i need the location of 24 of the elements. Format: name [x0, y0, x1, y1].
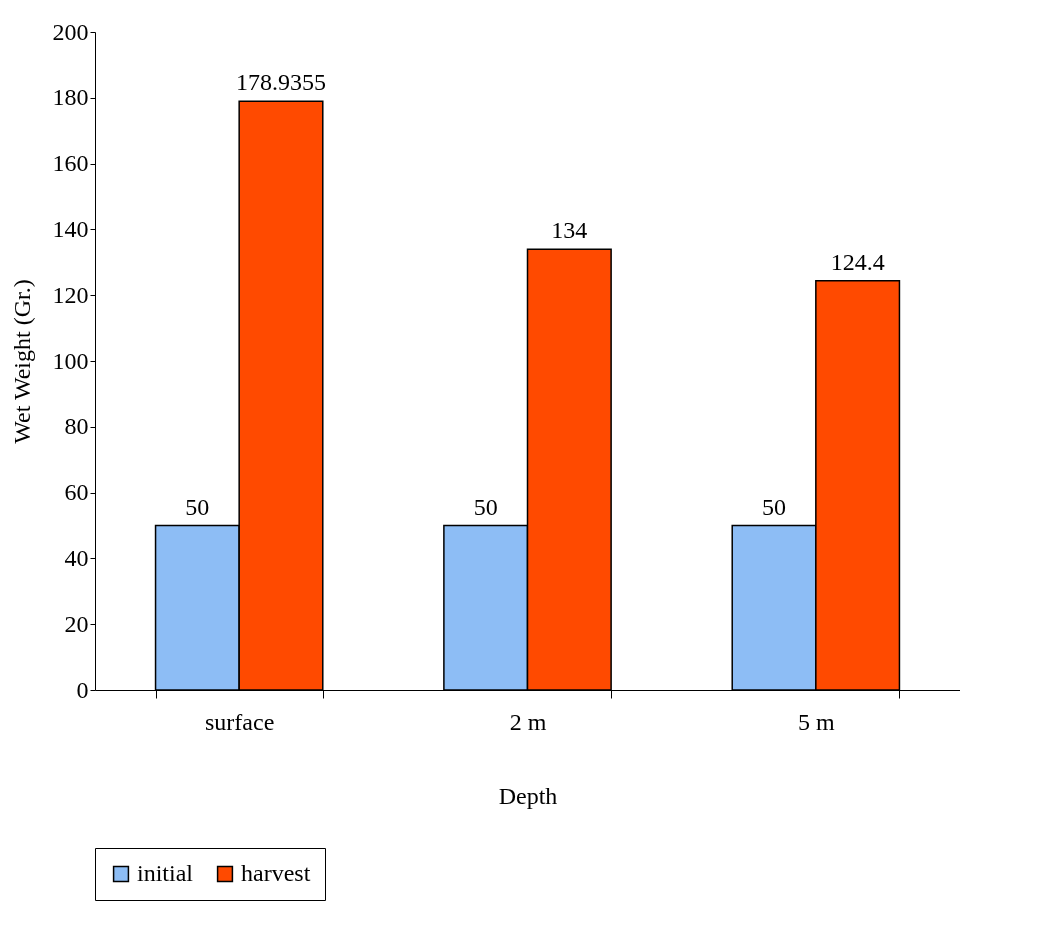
legend-label: initial: [137, 860, 194, 886]
x-axis-title: Depth: [498, 782, 558, 809]
x-tick-label: surface: [205, 708, 275, 735]
y-tick-label: 180: [52, 84, 89, 111]
y-tick-label: 20: [64, 610, 89, 637]
y-tick-label: 60: [64, 479, 89, 506]
x-tick-label: 2 m: [509, 708, 547, 735]
data-label: 134: [551, 217, 588, 244]
legend-label: harvest: [241, 860, 311, 886]
data-label: 50: [185, 493, 210, 520]
data-label: 50: [762, 493, 787, 520]
y-tick-label: 80: [64, 413, 89, 440]
y-tick-label: 40: [64, 544, 89, 571]
data-label: 124.4: [830, 248, 885, 275]
y-tick-label: 200: [52, 18, 89, 45]
y-tick-label: 100: [52, 347, 89, 374]
x-tick-label: 5 m: [798, 708, 835, 735]
y-tick-label: 0: [76, 676, 89, 703]
y-tick-label: 140: [52, 215, 89, 242]
data-label: 50: [473, 493, 498, 520]
y-tick-label: 120: [52, 281, 89, 308]
data-label: 178.9355: [235, 69, 326, 96]
y-tick-label: 160: [52, 150, 89, 177]
y-axis-title: Wet Weight (Gr.): [8, 279, 35, 444]
